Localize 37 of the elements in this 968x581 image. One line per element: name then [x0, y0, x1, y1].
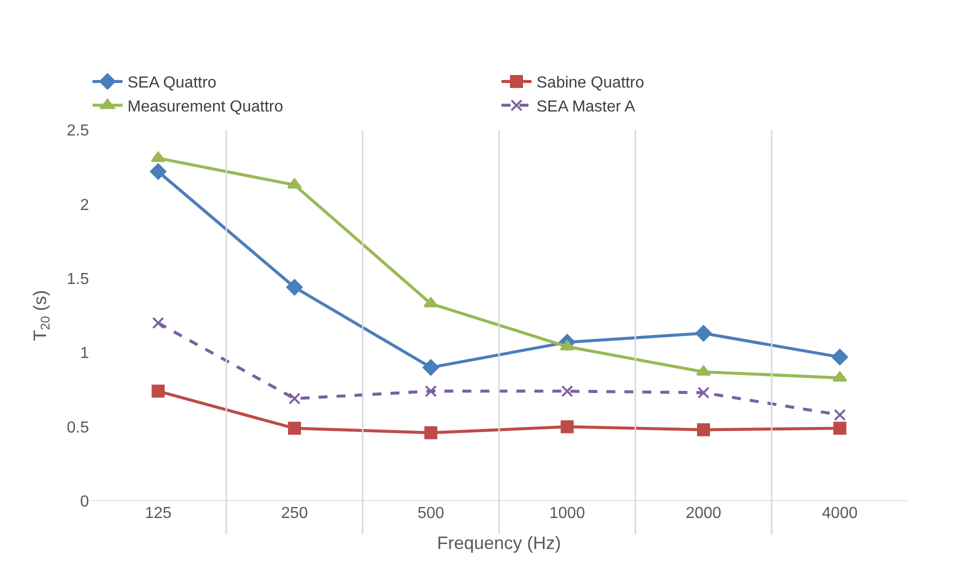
point	[424, 426, 438, 440]
y-tick-label: 1.5	[66, 271, 90, 288]
y-tick-label: 2	[80, 196, 90, 214]
y-tick-label: 0	[80, 494, 90, 511]
point	[697, 423, 710, 436]
point	[286, 279, 303, 296]
point	[832, 371, 848, 382]
point	[288, 392, 300, 405]
point	[698, 386, 710, 399]
x-tick-label: 1000	[549, 505, 586, 522]
point	[834, 408, 846, 421]
point	[832, 348, 848, 366]
point	[150, 163, 166, 180]
point	[833, 422, 846, 435]
point	[561, 385, 574, 398]
point	[152, 384, 165, 398]
point	[560, 420, 574, 434]
legend-label: SEA Master A	[536, 98, 636, 116]
point	[287, 178, 302, 189]
point	[152, 316, 164, 329]
x-tick-label: 125	[144, 505, 172, 522]
legend-label: Sabine Quattro	[536, 74, 644, 92]
x-tick-label: 250	[281, 505, 308, 522]
point	[424, 385, 437, 398]
point	[695, 325, 712, 342]
y-tick-label: 2.5	[66, 122, 90, 140]
x-tick-label: 2000	[686, 505, 722, 522]
point	[288, 422, 301, 435]
x-tick-label: 500	[417, 505, 444, 522]
y-tick-label: 0.5	[66, 419, 90, 436]
legend-label: Measurement Quattro	[128, 98, 284, 116]
x-tick-label: 4000	[822, 505, 858, 522]
x-axis-title: Frequency (Hz)	[436, 533, 562, 554]
point	[696, 365, 711, 376]
legend-label: SEA Quattro	[128, 74, 217, 92]
y-tick-label: 1	[80, 345, 90, 362]
point	[422, 359, 439, 376]
